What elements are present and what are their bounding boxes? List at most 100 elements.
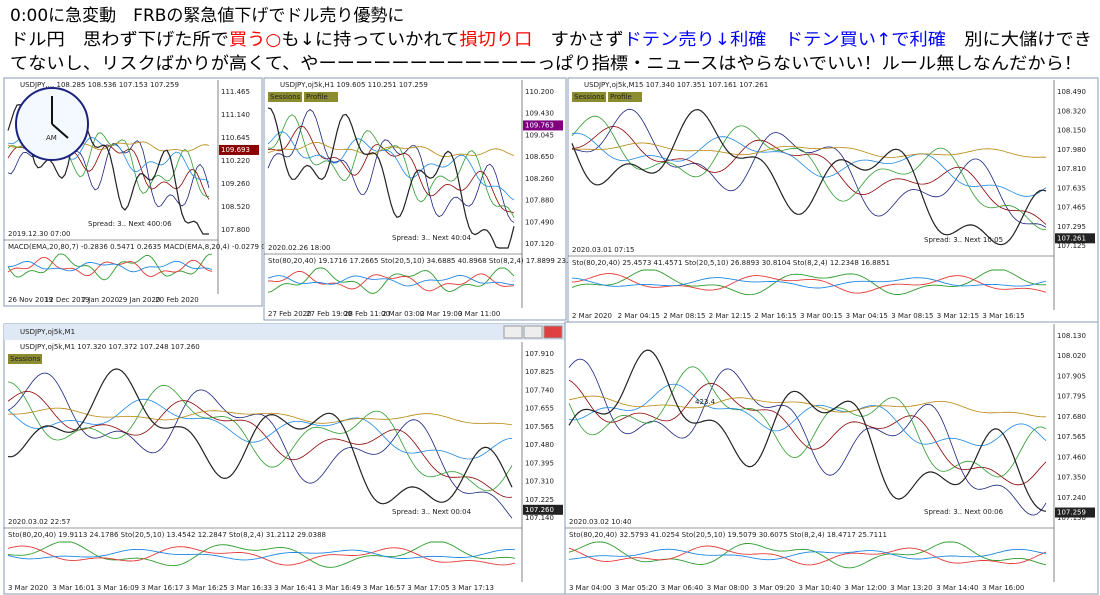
time-label: 2 Mar 16:15: [754, 312, 796, 320]
time-label: 2 Mar 12:15: [709, 312, 751, 320]
indicator-line: [571, 108, 1047, 228]
price-label: 107.795: [1057, 393, 1086, 401]
header-line: ドル円 思わず下げた所で 買う○ も↓に持っていかれて 損切り口 すかさず ドテン売り↓…: [10, 30, 1092, 50]
indicator-line: [7, 372, 513, 519]
price-label: 108.520: [221, 203, 250, 211]
toolbar-button[interactable]: [608, 92, 642, 102]
time-label: 3 Mar 16:25: [185, 584, 227, 592]
indicator-line: [7, 407, 513, 426]
indicator-line: [267, 131, 515, 201]
oscillator-line: [7, 541, 516, 568]
time-label: 2 Mar 2020: [572, 312, 612, 320]
indicator-line: [568, 358, 1047, 516]
price-label: 107.225: [525, 496, 554, 504]
time-label: 3 Mar 11:00: [458, 310, 500, 318]
current-price: 107.260: [525, 506, 554, 514]
time-label: 3 Mar 04:00: [569, 584, 611, 592]
date-label: 2020.03.02 22:57: [8, 518, 70, 526]
chart-window: USDJPY,oj5k,M15 107.340 107.351 107.161 …: [567, 77, 1099, 323]
price-label: 107.810: [1057, 165, 1086, 173]
toolbar-button[interactable]: [304, 92, 338, 102]
time-label: 3 Mar 16:57: [363, 584, 405, 592]
time-label: 20 Feb 2020: [155, 296, 199, 304]
date-label: 2020.03.02 10:40: [569, 518, 631, 526]
current-price-box: [1055, 507, 1095, 518]
header-text: ドテン売り↓利確 ドテン買い↑で利確: [624, 30, 946, 50]
chart-title: USDJPY,oj5k,M1 107.320 107.372 107.248 1…: [20, 343, 200, 351]
chart-window: USDJPY,... 108.285 108.536 107.153 107.2…: [3, 77, 299, 307]
price-label: 107.565: [1057, 433, 1086, 441]
header-text: も↓に持っていかれて: [281, 30, 459, 50]
indicator-line: [7, 398, 513, 460]
price-label: 107.240: [1057, 494, 1086, 502]
window-button[interactable]: [543, 325, 563, 339]
time-label: 28 Feb 11:00: [344, 310, 390, 318]
chart-window: USDJPY,oj5k,H1 109.605 110.251 107.259 Se…: [263, 77, 586, 321]
price-label: 107.565: [525, 423, 554, 431]
window-button[interactable]: [503, 325, 523, 339]
price-label: 107.910: [525, 350, 554, 358]
window-button[interactable]: [523, 325, 543, 339]
window-frame: [567, 77, 1099, 323]
time-label: 3 Mar 16:15: [982, 312, 1024, 320]
time-label: 3 Mar 04:15: [846, 312, 888, 320]
header-line: てないし、リスクばかりが高くて、やーーーーーーーーーーーーっぱり指標・ニュースは…: [10, 54, 1082, 74]
price-label: 108.260: [525, 175, 554, 183]
window-frame: [263, 77, 567, 321]
toolbar-button-label: Profile: [306, 93, 328, 101]
chart-title: USDJPY,oj5k,M15 107.340 107.351 107.161 …: [584, 81, 768, 89]
indicator-label: Sto(80,20,40) 19.1716 17.2665 Sto(20,5,1…: [268, 257, 586, 265]
clock-hand: [51, 123, 69, 139]
time-label: 3 Mar 06:40: [661, 584, 703, 592]
current-price-box: [219, 144, 259, 155]
header-text: てないし、リスクばかりが高くて、やーーーーーーーーーーーーっぱり指標・ニュースは…: [10, 54, 1082, 74]
indicator-line: [267, 108, 515, 223]
price-label: 110.645: [221, 134, 250, 142]
time-label: 3 Mar 2020: [8, 584, 48, 592]
indicator-line: [571, 115, 1046, 230]
price-label: 107.350: [1057, 474, 1086, 482]
current-price-box: [1055, 233, 1095, 244]
time-label: 3 Mar 14:40: [936, 584, 978, 592]
spread-label: Spread: 3.. Next 00:04: [392, 508, 472, 516]
price-label: 107.680: [1057, 413, 1086, 421]
oscillator-line: [7, 256, 213, 277]
level-label: 423.4: [695, 398, 716, 406]
time-label: 3 Mar 16:17: [141, 584, 183, 592]
price-label: 109.260: [221, 180, 250, 188]
price-label: 107.125: [1057, 242, 1086, 250]
time-label: 3 Mar 08:00: [707, 584, 749, 592]
date-label: 2020.02.26 18:00: [268, 244, 330, 252]
time-label: 3 Mar 08:15: [891, 312, 933, 320]
time-label: 3 Mar 09:20: [753, 584, 795, 592]
oscillator-line: [267, 274, 515, 287]
price-label: 108.490: [1057, 88, 1086, 96]
window-frame: [564, 321, 1099, 595]
oscillator-line: [568, 541, 1047, 569]
price-label: 108.020: [1057, 352, 1086, 360]
header-text: ドル円 思わず下げた所で: [10, 30, 229, 50]
toolbar-button[interactable]: [8, 354, 42, 364]
price-label: 110.220: [221, 157, 250, 165]
price-label: 107.140: [525, 514, 554, 522]
title-bar: [4, 324, 566, 340]
toolbar-button[interactable]: [572, 92, 606, 102]
time-label: 7 Jan 2020: [82, 296, 120, 304]
indicator-line: [568, 395, 1046, 418]
indicator-line: [267, 125, 515, 214]
time-label: 3 Mar 12:15: [937, 312, 979, 320]
toolbar-button-label: Sessions: [10, 355, 41, 363]
indicator-line: [267, 141, 515, 158]
indicator-line: [7, 381, 513, 492]
price-label: 107.635: [1057, 184, 1086, 192]
indicator-label: Sto(80,20,40) 19.9113 24.1786 Sto(20,5,1…: [8, 531, 326, 539]
toolbar-button[interactable]: [268, 92, 302, 102]
price-label: 107.130: [1057, 514, 1086, 522]
spread-label: Spread: 3.. Next 400:06: [88, 220, 172, 228]
chart-window: 108.130 108.020 107.905 107.795 107.680 107.5…: [564, 321, 1099, 595]
toolbar-button-label: Profile: [610, 93, 632, 101]
indicator-label: Sto(80,20,40) 32.5793 41.0254 Sto(20,5,1…: [569, 531, 887, 539]
header-text: すかさず: [532, 30, 623, 50]
price-label: 107.310: [525, 478, 554, 486]
